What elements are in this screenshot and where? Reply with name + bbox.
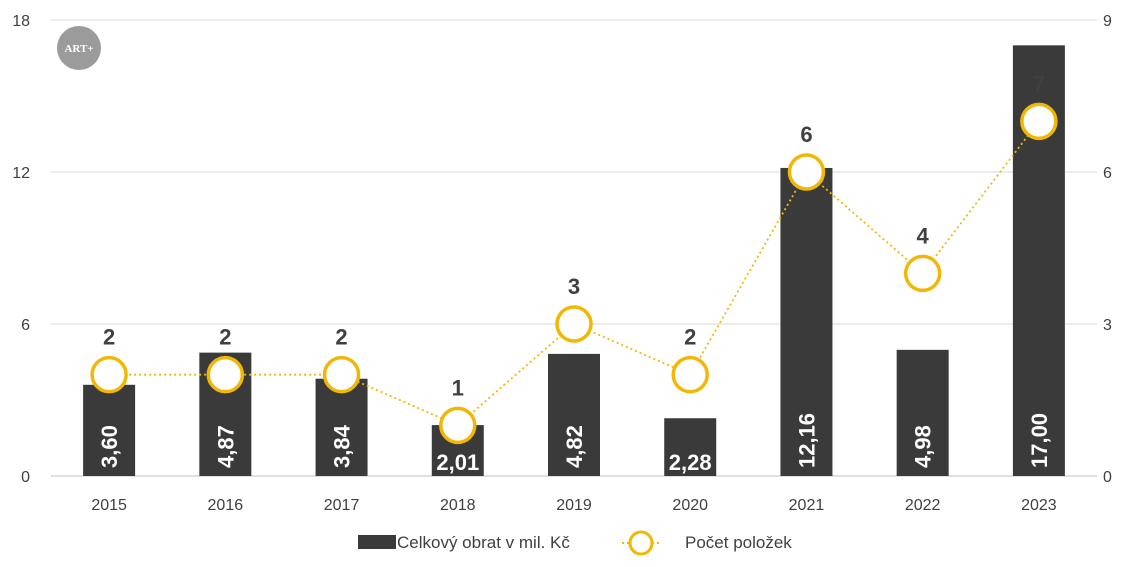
bar [664, 418, 717, 476]
point-label: 3 [568, 274, 580, 299]
data-point [555, 305, 593, 343]
bar-label: 12,16 [794, 413, 819, 468]
point-label: 2 [335, 325, 347, 350]
data-point [322, 355, 361, 394]
right-axis-ticks: 0 3 6 9 [1103, 13, 1112, 486]
left-tick-label: 6 [21, 317, 30, 334]
left-axis-ticks: 0 6 12 18 [12, 13, 30, 486]
point-label: 1 [452, 375, 464, 400]
data-point [903, 254, 942, 293]
x-tick-label: 2019 [556, 497, 592, 514]
left-tick-label: 0 [21, 469, 30, 486]
data-point [206, 355, 245, 394]
bar-label: 3,84 [330, 424, 355, 468]
x-axis-ticks: 2015 2016 2017 2018 2019 2020 2021 2022 2023 [91, 497, 1056, 514]
point-label: 2 [684, 325, 696, 350]
x-tick-label: 2018 [440, 497, 476, 514]
data-point [90, 355, 128, 394]
data-point [787, 153, 826, 191]
x-tick-label: 2023 [1021, 497, 1057, 514]
point-label: 6 [800, 122, 812, 147]
legend: Celkový obrat v mil. Kč Počet položek [358, 530, 792, 556]
bar [315, 378, 368, 476]
x-tick-label: 2017 [324, 497, 360, 514]
bar-label: 4,98 [911, 425, 936, 468]
bar [548, 353, 600, 476]
bar-label: 2,01 [436, 450, 479, 475]
data-point [439, 406, 477, 445]
right-tick-label: 6 [1103, 165, 1112, 182]
line-series [90, 102, 1058, 445]
legend-label-line: Počet položek [685, 533, 792, 552]
point-label: 4 [917, 223, 930, 248]
bar-label: 2,28 [669, 450, 712, 475]
logo-badge [57, 26, 101, 70]
x-tick-label: 2020 [672, 497, 708, 514]
logo-text: ART+ [64, 43, 93, 55]
point-label: 2 [219, 325, 231, 350]
bar-label: 4,87 [213, 425, 238, 468]
bar-data-labels: 3,60 4,87 3,84 2,01 4,82 2,28 12,16 4,98 17,00 [97, 413, 1052, 475]
series-line [109, 120, 1040, 427]
x-tick-label: 2022 [905, 497, 941, 514]
bar-label: 4,82 [562, 425, 587, 468]
data-point [1020, 102, 1058, 141]
x-tick-label: 2015 [91, 497, 127, 514]
bar-label: 3,60 [97, 425, 122, 468]
legend-label-bar: Celkový obrat v mil. Kč [397, 533, 570, 552]
legend-swatch-marker [628, 530, 654, 556]
bar [780, 167, 833, 477]
line-data-labels: 2 2 2 1 3 2 6 4 7 [103, 71, 1045, 400]
legend-swatch-bar [358, 535, 396, 549]
logo: ART+ [57, 26, 101, 70]
bar-label: 17,00 [1027, 413, 1052, 468]
right-tick-label: 3 [1103, 317, 1112, 334]
left-tick-label: 12 [12, 165, 30, 182]
right-tick-label: 9 [1103, 13, 1112, 30]
bar [83, 384, 136, 476]
bar [896, 349, 949, 476]
left-tick-label: 18 [12, 13, 30, 30]
data-point [671, 355, 709, 394]
right-tick-label: 0 [1103, 469, 1112, 486]
x-tick-label: 2016 [208, 497, 244, 514]
point-label: 7 [1033, 71, 1045, 96]
point-label: 2 [103, 325, 115, 350]
x-tick-label: 2021 [789, 497, 825, 514]
